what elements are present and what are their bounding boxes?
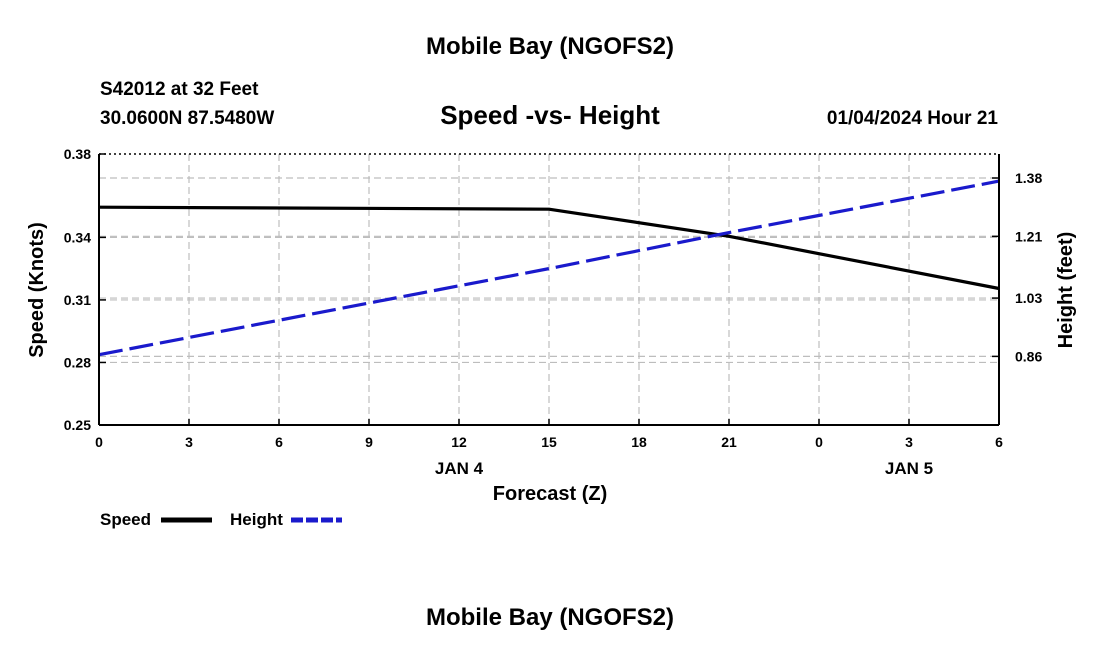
x-date-label: JAN 5 — [885, 459, 933, 478]
x-tick-label: 6 — [995, 434, 1003, 450]
x-tick-label: 3 — [185, 434, 193, 450]
y-tick-label: 0.25 — [64, 417, 91, 433]
y2-axis-label: Height (feet) — [1055, 232, 1077, 349]
x-date-label: JAN 4 — [435, 459, 484, 478]
x-tick-label: 9 — [365, 434, 373, 450]
legend: Speed Height — [100, 510, 342, 529]
y-tick-label: 0.28 — [64, 354, 91, 370]
legend-height-label: Height — [230, 510, 283, 529]
x-tick-label: 3 — [905, 434, 913, 450]
x-axis-label: Forecast (Z) — [493, 483, 607, 505]
y2-tick-label: 0.86 — [1015, 348, 1042, 364]
footer-title: Mobile Bay (NGOFS2) — [426, 604, 674, 631]
coordinates-label: 30.0600N 87.5480W — [100, 108, 274, 129]
plot-frame — [98, 153, 1000, 426]
y-tick-label: 0.34 — [64, 229, 91, 245]
chart-main-title: Mobile Bay (NGOFS2) — [426, 33, 674, 60]
series-line-speed — [98, 205, 1000, 291]
y-tick-label: 0.31 — [64, 292, 91, 308]
y2-tick-label: 1.21 — [1015, 228, 1042, 244]
chart-subtitle: Speed -vs- Height — [440, 100, 660, 130]
x-tick-label: 15 — [541, 434, 557, 450]
x-tick-label: 0 — [815, 434, 823, 450]
station-label: S42012 at 32 Feet — [100, 79, 259, 100]
y2-tick-label: 1.03 — [1015, 290, 1042, 306]
grid-layer — [99, 154, 999, 425]
series-line-height — [98, 179, 1000, 357]
x-tick-label: 12 — [451, 434, 467, 450]
x-tick-label: 21 — [721, 434, 737, 450]
forecast-date-label: 01/04/2024 Hour 21 — [827, 108, 999, 129]
tick-labels: 0 3 6 9 12 15 18 21 0 3 6 JAN 4 JAN 5 0.25 0.28 0.31 0.3… — [64, 146, 1043, 478]
y2-tick-label: 1.38 — [1015, 170, 1042, 186]
x-tick-label: 18 — [631, 434, 647, 450]
legend-speed-label: Speed — [100, 510, 151, 529]
x-tick-label: 6 — [275, 434, 283, 450]
series-layer — [98, 179, 1000, 357]
y-axis-label: Speed (Knots) — [26, 222, 48, 358]
y-tick-label: 0.38 — [64, 146, 91, 162]
x-tick-label: 0 — [95, 434, 103, 450]
